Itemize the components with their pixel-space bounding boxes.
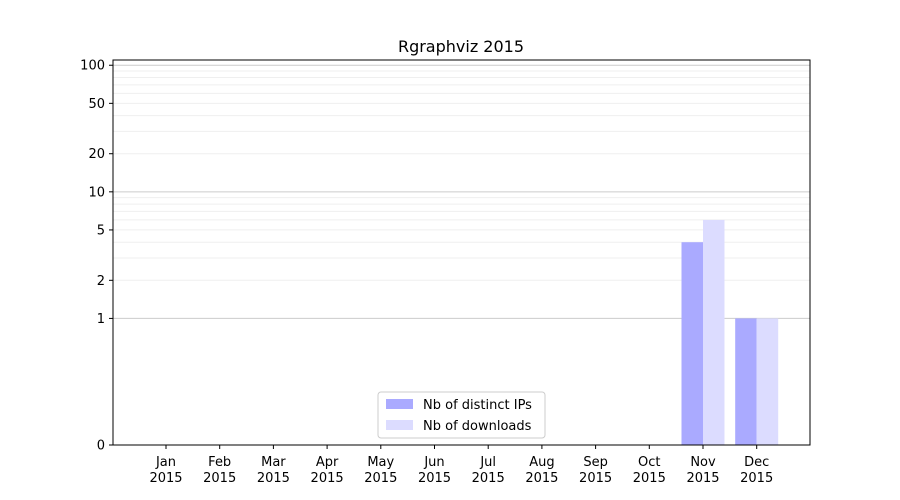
- bar-downloads-dec: [756, 318, 779, 445]
- x-tick-label-month: Jan: [155, 455, 176, 470]
- bars: [681, 219, 779, 445]
- x-tick-label-month: Oct: [638, 455, 660, 470]
- x-tick-label-year: 2015: [525, 471, 558, 486]
- x-tick-label-year: 2015: [686, 471, 719, 486]
- y-tick-label: 20: [88, 147, 105, 162]
- x-tick-label-month: Apr: [316, 455, 339, 470]
- legend-label: Nb of distinct IPs: [423, 398, 532, 413]
- x-tick-label-year: 2015: [418, 471, 451, 486]
- x-tick-label-year: 2015: [579, 471, 612, 486]
- x-tick-label-month: Feb: [208, 455, 231, 470]
- x-tick-label-year: 2015: [203, 471, 236, 486]
- y-tick-label: 2: [97, 274, 105, 289]
- x-tick-label-month: Nov: [690, 455, 716, 470]
- bar-distinct-ips-nov: [681, 242, 703, 445]
- plot-frame: [112, 59, 811, 446]
- legend-box: [377, 391, 546, 439]
- y-tick-label: 0: [97, 439, 105, 454]
- y-tick-label: 5: [97, 223, 105, 238]
- x-tick-label-year: 2015: [257, 471, 290, 486]
- x-tick-label-year: 2015: [311, 471, 344, 486]
- x-tick-label-year: 2015: [740, 471, 773, 486]
- x-tick-label-year: 2015: [472, 471, 505, 486]
- x-tick-label-month: Jun: [423, 455, 444, 470]
- x-tick-label-year: 2015: [364, 471, 397, 486]
- chart-title: Rgraphviz 2015: [398, 37, 524, 56]
- y-tick-label: 50: [88, 97, 105, 112]
- bar-distinct-ips-dec: [735, 318, 757, 445]
- y-tick-label: 100: [80, 59, 105, 74]
- bar-downloads-nov: [703, 219, 725, 445]
- x-tick-label-month: May: [367, 455, 394, 470]
- axes: 0125102050100Jan2015Feb2015Mar2015Apr201…: [80, 59, 811, 486]
- x-tick-label-year: 2015: [149, 471, 182, 486]
- x-tick-label-month: Jul: [479, 455, 496, 470]
- legend-swatch: [386, 399, 413, 409]
- x-tick-label-month: Mar: [261, 455, 286, 470]
- x-tick-label-month: Dec: [744, 455, 769, 470]
- legend: Nb of distinct IPs Nb of downloads: [377, 391, 546, 439]
- legend-label: Nb of downloads: [423, 419, 532, 434]
- y-tick-label: 1: [97, 312, 105, 327]
- legend-swatch: [386, 420, 413, 430]
- grid-lines: [113, 64, 810, 319]
- y-tick-label: 10: [88, 185, 105, 200]
- x-tick-label-month: Aug: [529, 455, 554, 470]
- x-tick-label-year: 2015: [633, 471, 666, 486]
- x-tick-label-month: Sep: [583, 455, 608, 470]
